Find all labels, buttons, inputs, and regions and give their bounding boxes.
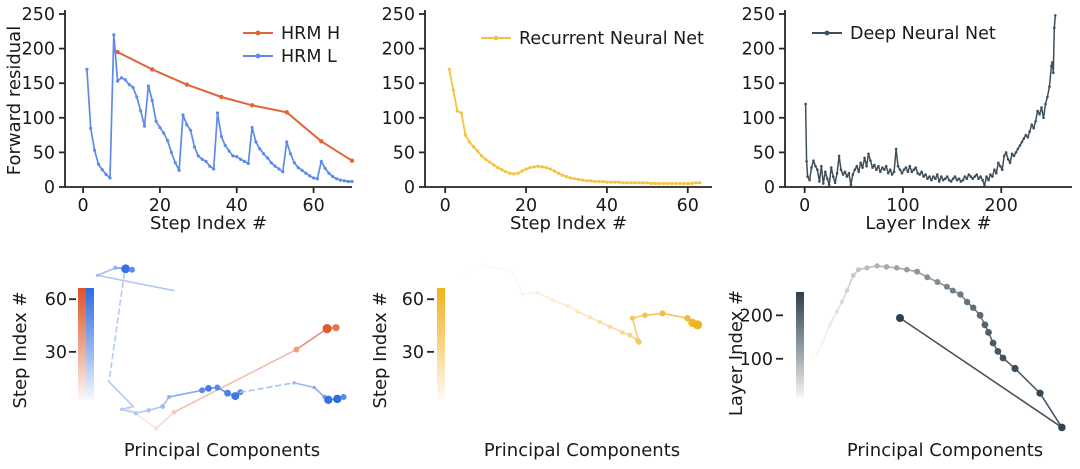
- y-axis-label: Layer Index #: [726, 290, 747, 416]
- trajectory: [815, 263, 1066, 432]
- legend: Recurrent Neural Net: [481, 29, 704, 49]
- y-tick-label: 150: [22, 74, 55, 94]
- axes: Layer Index # Principal Components: [726, 290, 1043, 461]
- y-tick-label: 250: [22, 5, 55, 25]
- colorbar-tick-label: 60: [402, 290, 424, 310]
- chart-dnn-forward-residual: 0 100 200 0 50 100 150 200 250 Layer Index # Deep …: [742, 5, 1072, 234]
- series-hrm-l: [85, 33, 354, 184]
- x-tick-label: 60: [677, 196, 699, 216]
- chart-rnn-forward-residual: 0 20 40 60 0 50 100 150 200 250 Step Index # Recurr…: [382, 5, 712, 234]
- colorbar-tick-label: 60: [45, 290, 67, 310]
- y-tick-label: 250: [382, 5, 415, 25]
- legend-label: Recurrent Neural Net: [519, 29, 704, 49]
- axes: 0 100 200 0 50 100 150 200 250 Layer Index #: [742, 5, 1072, 234]
- series-hrm-h: [115, 49, 355, 163]
- y-tick-label: 50: [393, 143, 415, 163]
- y-tick-label: 50: [33, 143, 55, 163]
- x-axis-label: Principal Components: [847, 440, 1043, 461]
- y-tick-label: 0: [44, 178, 55, 198]
- y-axis-label: Forward residual: [4, 26, 25, 175]
- y-tick-label: 100: [22, 109, 55, 129]
- x-tick-label: 0: [799, 196, 810, 216]
- x-tick-label: 200: [985, 196, 1018, 216]
- x-axis-label: Principal Components: [484, 440, 680, 461]
- y-tick-label: 100: [382, 109, 415, 129]
- x-tick-label: 40: [596, 196, 618, 216]
- x-tick-label: 100: [886, 196, 919, 216]
- x-axis-label: Step Index #: [150, 213, 267, 234]
- axes: 0 20 40 60 0 50 100 150 200 250 Step Index #: [382, 5, 712, 234]
- x-tick-label: 0: [77, 196, 88, 216]
- chart-dnn-pca-trajectory: Layer Index # Principal Components 200 100: [726, 263, 1066, 461]
- y-tick-label: 200: [22, 40, 55, 60]
- y-axis-label: Step Index #: [10, 291, 31, 408]
- y-tick-label: 250: [742, 5, 775, 25]
- x-tick-label: 20: [515, 196, 537, 216]
- x-tick-label: 40: [226, 196, 248, 216]
- y-tick-label: 0: [404, 178, 415, 198]
- y-tick-label: 200: [382, 40, 415, 60]
- trajectory: [458, 263, 703, 345]
- x-tick-label: 0: [440, 196, 451, 216]
- series-recurrent-neural-net: [447, 67, 702, 186]
- y-tick-label: 150: [742, 74, 775, 94]
- chart-rnn-pca-trajectory: Step Index # Principal Components 60 30: [370, 263, 703, 461]
- colorbar-tick-label: 100: [740, 350, 773, 370]
- colorbar: 200 100: [740, 292, 804, 398]
- legend: Deep Neural Net: [812, 24, 996, 44]
- x-tick-label: 20: [149, 196, 171, 216]
- legend-label: HRM H: [281, 24, 340, 44]
- series-deep-neural-net: [804, 14, 1057, 187]
- y-axis-label: Step Index #: [370, 291, 391, 408]
- x-axis-label: Principal Components: [124, 440, 320, 461]
- colorbar-tick-label: 30: [402, 343, 424, 363]
- colorbar-tick-label: 200: [740, 306, 773, 326]
- y-tick-label: 200: [742, 40, 775, 60]
- y-tick-label: 100: [742, 109, 775, 129]
- legend: HRM H HRM L: [243, 24, 340, 67]
- colorbar: 60 30: [402, 288, 445, 400]
- legend-label: Deep Neural Net: [850, 24, 996, 44]
- axes: Step Index # Principal Components: [10, 291, 320, 461]
- x-axis-label: Step Index #: [510, 213, 627, 234]
- trajectory: [95, 264, 347, 431]
- axes: Step Index # Principal Components: [370, 291, 680, 461]
- x-tick-label: 60: [302, 196, 324, 216]
- legend-label: HRM L: [281, 47, 337, 67]
- y-tick-label: 50: [753, 143, 775, 163]
- chart-hrm-pca-trajectory: Step Index # Principal Components 60 30: [10, 264, 347, 461]
- y-tick-label: 0: [764, 178, 775, 198]
- y-tick-label: 150: [382, 74, 415, 94]
- colorbar: 60 30: [45, 288, 94, 400]
- axes: 0 20 40 60 0 50 100 150 200 250 Step Index # Forwar…: [4, 5, 352, 234]
- x-axis-label: Layer Index #: [865, 213, 991, 234]
- chart-hrm-forward-residual: 0 20 40 60 0 50 100 150 200 250 Step Index # Forwar…: [4, 5, 355, 234]
- colorbar-tick-label: 30: [45, 343, 67, 363]
